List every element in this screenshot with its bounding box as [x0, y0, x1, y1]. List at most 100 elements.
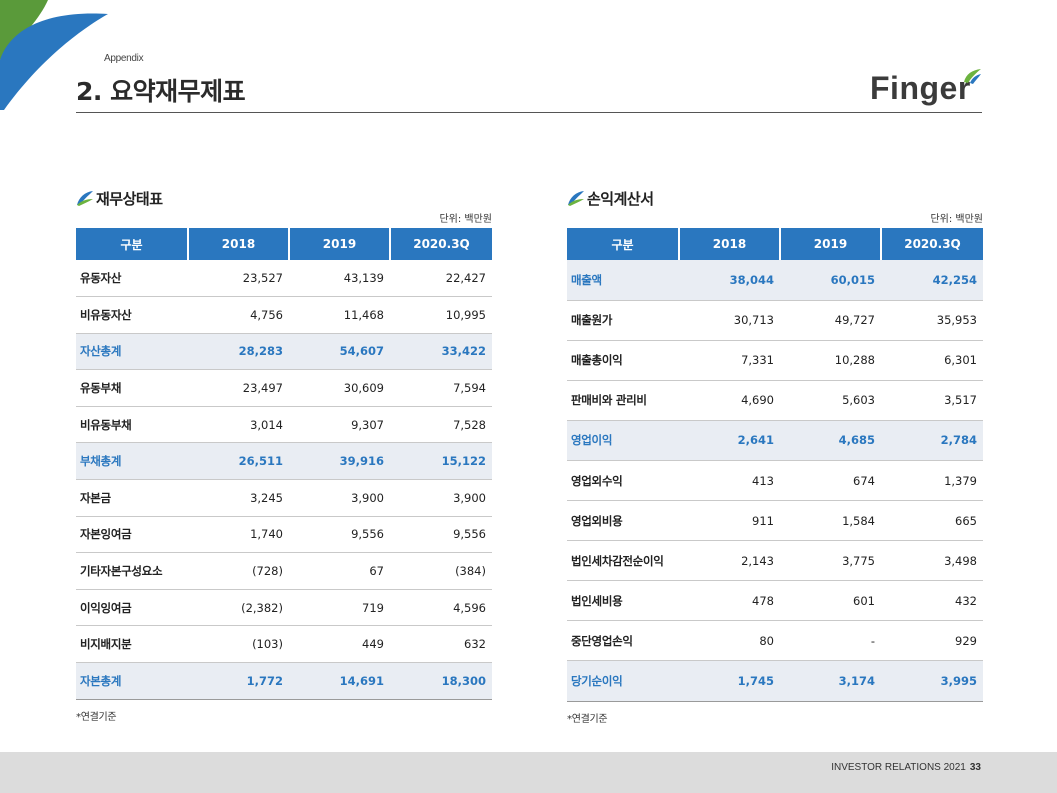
cell-value: 23,527 — [188, 260, 289, 298]
table-row: 부채총계 26,511 39,916 15,122 — [76, 442, 492, 481]
cell-value: 14,691 — [289, 662, 390, 700]
income-statement-title: 손익계산서 — [587, 189, 654, 208]
table-row: 자본총계 1,772 14,691 18,300 — [76, 662, 492, 700]
cell-value: 432 — [881, 580, 983, 622]
cell-value: 1,772 — [188, 662, 289, 700]
column-header: 구분 — [76, 228, 188, 260]
cell-value: 3,900 — [390, 479, 492, 517]
cell-value: 33,422 — [390, 333, 492, 371]
row-label: 자산총계 — [76, 333, 188, 371]
cell-value: 10,995 — [390, 296, 492, 334]
cell-value: 10,288 — [780, 340, 881, 381]
row-label: 영업외수익 — [567, 460, 679, 502]
table-row: 이익잉여금 (2,382) 719 4,596 — [76, 589, 492, 627]
cell-value: 67 — [289, 552, 390, 590]
section-leaf-icon — [568, 191, 584, 206]
cell-value: 23,497 — [188, 369, 289, 407]
cell-value: 3,995 — [881, 660, 983, 702]
table-row: 당기순이익 1,745 3,174 3,995 — [567, 660, 983, 702]
row-label: 비지배지분 — [76, 625, 188, 664]
cell-value: 413 — [679, 460, 780, 502]
cell-value: 30,609 — [289, 369, 390, 407]
cell-value: 719 — [289, 589, 390, 627]
column-header: 2019 — [288, 228, 390, 260]
column-header: 2018 — [187, 228, 289, 260]
row-label: 유동부채 — [76, 369, 188, 407]
row-label: 이익잉여금 — [76, 589, 188, 627]
cell-value: 4,596 — [390, 589, 492, 627]
cell-value: 7,331 — [679, 340, 780, 381]
table-row: 법인세차감전순이익 2,143 3,775 3,498 — [567, 540, 983, 582]
column-header: 2020.3Q — [880, 228, 983, 260]
row-label: 매출원가 — [567, 300, 679, 341]
row-label: 부채총계 — [76, 442, 188, 481]
table-note: *연결기준 — [567, 713, 608, 725]
cell-value: (384) — [390, 552, 492, 590]
corner-leaf-decoration — [0, 0, 108, 110]
footer: INVESTOR RELATIONS 2021 33 — [831, 762, 981, 773]
cell-value: 1,740 — [188, 516, 289, 554]
cell-value: 7,528 — [390, 406, 492, 444]
table-row: 법인세비용 478 601 432 — [567, 580, 983, 622]
table-row: 매출총이익 7,331 10,288 6,301 — [567, 340, 983, 381]
row-label: 매출액 — [567, 260, 679, 301]
row-label: 영업외비용 — [567, 500, 679, 542]
cell-value: 28,283 — [188, 333, 289, 371]
row-label: 당기순이익 — [567, 660, 679, 702]
table-row: 중단영업손익 80-929 — [567, 620, 983, 662]
appendix-label: Appendix — [104, 53, 144, 64]
income-statement-table: 구분 2018 2019 2020.3Q 매출액 38,044 60,015 42,2… — [567, 228, 983, 702]
cell-value: 3,174 — [780, 660, 881, 702]
cell-value: 1,745 — [679, 660, 780, 702]
cell-value: 1,379 — [881, 460, 983, 502]
cell-value: 674 — [780, 460, 881, 502]
table-row: 유동부채 23,497 30,609 7,594 — [76, 369, 492, 407]
cell-value: 3,498 — [881, 540, 983, 582]
row-label: 자본총계 — [76, 662, 188, 700]
row-label: 영업이익 — [567, 420, 679, 461]
cell-value: 2,784 — [881, 420, 983, 461]
table-row: 영업이익 2,641 4,685 2,784 — [567, 420, 983, 461]
table-header-row: 구분 2018 2019 2020.3Q — [567, 228, 983, 260]
row-label: 법인세차감전순이익 — [567, 540, 679, 582]
cell-value: 2,143 — [679, 540, 780, 582]
cell-value: 9,556 — [289, 516, 390, 554]
cell-value: 3,900 — [289, 479, 390, 517]
title-divider — [76, 112, 982, 113]
logo-text: Finger — [870, 70, 971, 106]
cell-value: 60,015 — [780, 260, 881, 301]
cell-value: 35,953 — [881, 300, 983, 341]
finger-logo: Finger — [870, 68, 985, 110]
column-header: 2018 — [678, 228, 780, 260]
unit-label: 단위: 백만원 — [930, 214, 983, 225]
row-label: 판매비와 관리비 — [567, 380, 679, 421]
table-row: 영업외수익 413 674 1,379 — [567, 460, 983, 502]
row-label: 유동자산 — [76, 260, 188, 298]
cell-value: 30,713 — [679, 300, 780, 341]
balance-sheet-body: 유동자산 23,527 43,139 22,427 비유동자산 4,756 11,468 10… — [76, 260, 492, 700]
cell-value: 9,556 — [390, 516, 492, 554]
table-row: 비유동부채 3,014 9,307 7,528 — [76, 406, 492, 444]
table-row: 기타자본구성요소 (728) 67 (384) — [76, 552, 492, 590]
cell-value: 11,468 — [289, 296, 390, 334]
cell-value: 26,511 — [188, 442, 289, 481]
page-number: 33 — [969, 762, 981, 773]
table-row: 자본잉여금 1,740 9,556 9,556 — [76, 516, 492, 554]
cell-value: 665 — [881, 500, 983, 542]
table-row: 자산총계 28,283 54,607 33,422 — [76, 333, 492, 371]
footer-band — [0, 752, 1057, 793]
cell-value: 3,245 — [188, 479, 289, 517]
cell-value: 15,122 — [390, 442, 492, 481]
table-row: 매출원가 30,713 49,727 35,953 — [567, 300, 983, 341]
cell-value: 9,307 — [289, 406, 390, 444]
column-header: 구분 — [567, 228, 679, 260]
cell-value: (728) — [188, 552, 289, 590]
table-row: 비유동자산 4,756 11,468 10,995 — [76, 296, 492, 334]
cell-value: 4,756 — [188, 296, 289, 334]
cell-value: 38,044 — [679, 260, 780, 301]
cell-value: - — [780, 620, 881, 662]
cell-value: 929 — [881, 620, 983, 662]
cell-value: 22,427 — [390, 260, 492, 298]
table-row: 자본금 3,245 3,900 3,900 — [76, 479, 492, 517]
page-title: 2. 요약재무제표 — [76, 77, 246, 106]
